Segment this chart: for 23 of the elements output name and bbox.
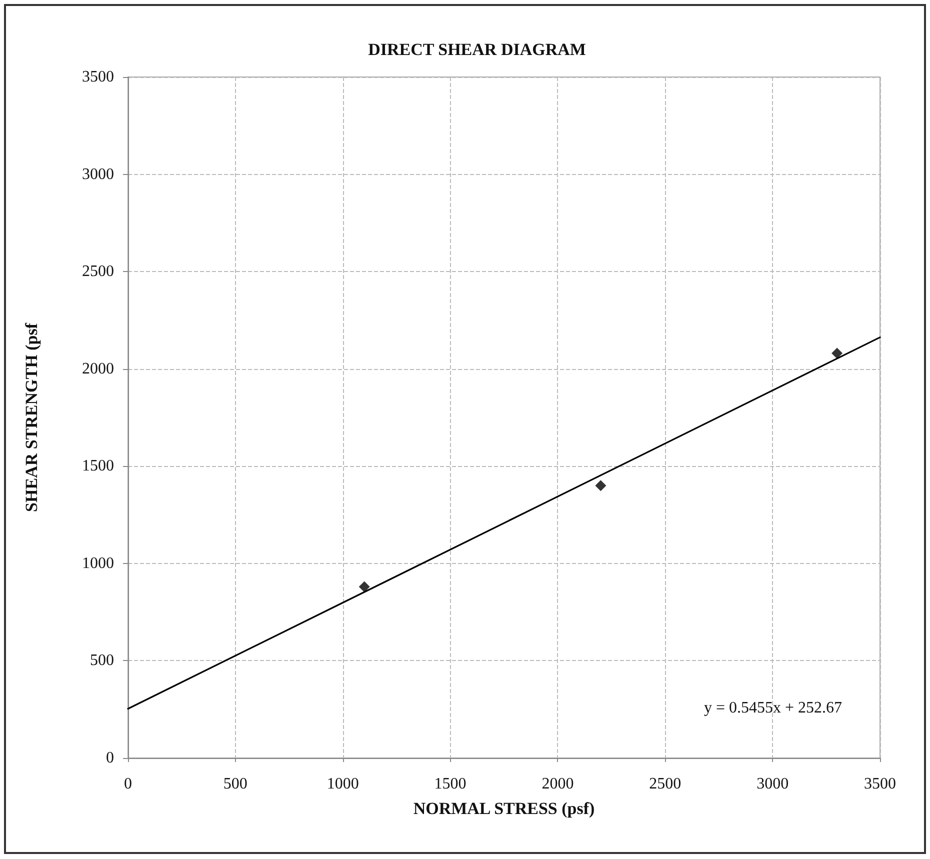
y-tick-label: 2500 [82,263,114,280]
y-tick-label: 1000 [82,554,114,572]
x-tick-label: 0 [124,776,132,792]
x-tick-label: 3000 [756,776,789,792]
point [595,480,606,492]
y-tick-label: 2000 [82,360,114,378]
x-tick-label: 1500 [434,776,466,792]
point [832,348,843,359]
x-tick-label: 2500 [649,776,682,792]
y-tick-label: 3000 [82,166,114,183]
y-tick-label: 3500 [82,68,114,86]
y-tick-label: 500 [90,652,114,670]
y-tick-label: 1500 [82,458,114,475]
y-axis-title: SHEAR STRENGTH (psf [22,322,41,512]
chart-title: DIRECT SHEAR DIAGRAM [368,40,586,59]
x-tick-label: 500 [223,776,248,792]
x-tick-label: 2000 [542,776,574,792]
point [358,581,370,592]
x-tick-label: 1000 [326,776,359,792]
x-tick-label: 3500 [864,776,896,792]
annotation: y = 0.5455x + 252.67 [704,700,842,716]
x-axis-title: NORMAL STRESS (psf) [413,799,595,818]
y-tick-label: 0 [106,750,114,766]
